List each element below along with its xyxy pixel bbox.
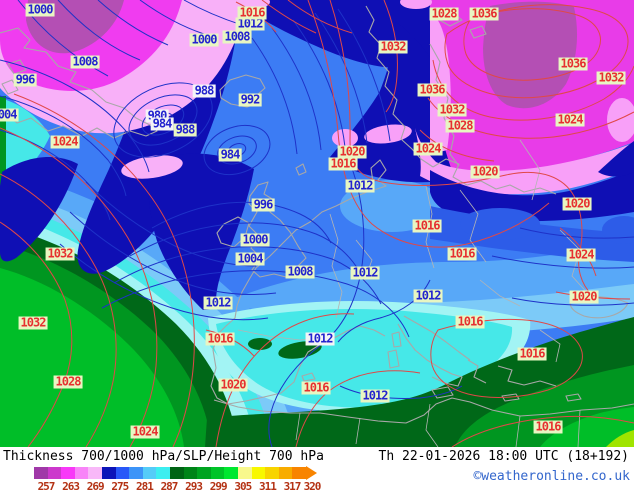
isobar-label-1032: 1032 (596, 70, 626, 85)
scale-tick-275: 275 (111, 480, 129, 490)
isobar-label-984: 984 (218, 147, 242, 162)
scale-tick-281: 281 (135, 480, 154, 490)
isobar-label-1012: 1012 (350, 265, 380, 280)
isobar-label-1016: 1016 (455, 314, 485, 329)
isobar-label-1036: 1036 (558, 56, 588, 71)
isobar-label-1016: 1016 (447, 246, 477, 261)
scale-tick-317: 317 (283, 480, 302, 490)
isobar-label-1012: 1012 (305, 331, 335, 346)
isobar-label-layer: 1000101210081000100899610049889929809849… (0, 2, 626, 439)
isobar-label-1020: 1020 (218, 377, 248, 392)
color-scale-cell (183, 467, 198, 479)
scale-tick-299: 299 (209, 480, 228, 490)
legend-bar: Thickness 700/1000 hPa/SLP/Height 700 hP… (0, 447, 634, 490)
isobar-label-1024: 1024 (566, 247, 596, 262)
isobar-label-1012: 1012 (345, 178, 375, 193)
copyright-link[interactable]: ©weatheronline.co.uk (473, 469, 630, 484)
valid-datetime: Th 22-01-2026 18:00 UTC (18+192) (378, 449, 629, 464)
border-layer (237, 139, 591, 447)
isobar-label-1004: 1004 (235, 251, 265, 266)
isobar-label-1032: 1032 (437, 102, 467, 117)
isobar-label-988: 988 (192, 83, 216, 98)
isobar-label-1032: 1032 (45, 246, 75, 261)
color-scale-cell (34, 467, 48, 479)
isobar-label-1008: 1008 (222, 29, 252, 44)
isobar-label-1020: 1020 (470, 164, 500, 179)
isobar-label-1028: 1028 (429, 6, 459, 21)
color-scale-cell (169, 467, 184, 479)
scale-tick-293: 293 (185, 480, 203, 490)
color-scale-cell (61, 467, 75, 479)
color-scale-cell (210, 467, 225, 479)
legend-title: Thickness 700/1000 hPa/SLP/Height 700 hP… (3, 449, 324, 464)
scale-tick-263: 263 (62, 480, 80, 490)
scale-tick-305: 305 (234, 480, 252, 490)
color-scale-ticks: 257 263 269 275 281 287 293 299 305 311 317 320 (34, 480, 334, 490)
color-scale-cell (115, 467, 130, 479)
isobar-label-1028: 1028 (445, 118, 475, 133)
isobar-red-layer (0, 0, 634, 447)
isobar-label-1020: 1020 (337, 144, 367, 159)
color-scale-cell (156, 467, 170, 479)
scale-tick-320: 320 (303, 480, 322, 490)
color-scale-cell (129, 467, 143, 479)
color-scale-cell (88, 467, 102, 479)
color-scale-cell (251, 467, 266, 479)
isobar-label-996: 996 (13, 72, 37, 87)
color-scale-cell (74, 467, 89, 479)
isobar-label-1024: 1024 (50, 134, 80, 149)
isobar-label-1016: 1016 (517, 346, 547, 361)
isobar-label-1000: 1000 (25, 2, 55, 17)
isobar-label-1024: 1024 (413, 141, 443, 156)
color-scale-cells (34, 467, 306, 479)
isobar-label-1016: 1016 (237, 5, 267, 20)
isobar-label-1000: 1000 (189, 32, 219, 47)
scale-tick-287: 287 (160, 480, 179, 490)
isobar-label-984: 984 (150, 116, 174, 131)
color-scale-cell (101, 467, 116, 479)
color-scale-cell (142, 467, 157, 479)
isobar-label-1008: 1008 (285, 264, 315, 279)
scale-tick-311: 311 (258, 480, 277, 490)
isobar-label-1016: 1016 (205, 331, 235, 346)
weather-map: 1000101210081000100899610049889929809849… (0, 0, 634, 447)
isobar-label-1024: 1024 (130, 424, 160, 439)
color-scale-cell (278, 467, 293, 479)
isobar-label-1020: 1020 (562, 196, 592, 211)
isobar-label-1016: 1016 (412, 218, 442, 233)
color-scale-cell (237, 467, 252, 479)
isobar-label-996: 996 (251, 197, 275, 212)
color-scale-cell (197, 467, 211, 479)
isobar-label-992: 992 (238, 92, 262, 107)
isobar-label-1020: 1020 (569, 289, 599, 304)
isobar-label-1000: 1000 (240, 232, 270, 247)
isobar-label-1016: 1016 (533, 419, 563, 434)
color-scale-arrow-icon (306, 466, 317, 480)
isobar-label-988: 988 (173, 122, 197, 137)
color-scale-cell (265, 467, 279, 479)
isobar-label-1008: 1008 (70, 54, 100, 69)
isobar-label-1036: 1036 (469, 6, 499, 21)
color-scale-cell (292, 467, 306, 479)
thickness-color-scale: 257 263 269 275 281 287 293 299 305 311 317 320 (34, 466, 334, 490)
isobar-label-1028: 1028 (53, 374, 83, 389)
isobar-label-1012: 1012 (413, 288, 443, 303)
isobar-label-1012: 1012 (203, 295, 233, 310)
color-scale-cell (47, 467, 62, 479)
scale-tick-257: 257 (37, 480, 56, 490)
color-scale-cell (224, 467, 238, 479)
isobar-label-1016: 1016 (301, 380, 331, 395)
isobar-label-1032: 1032 (378, 39, 408, 54)
isobar-label-1016: 1016 (328, 156, 358, 171)
isobar-label-1012: 1012 (235, 16, 265, 31)
isobar-label-1032: 1032 (18, 315, 48, 330)
isobar-label-1036: 1036 (417, 82, 447, 97)
isobar-label-1024: 1024 (555, 112, 585, 127)
scale-tick-269: 269 (86, 480, 105, 490)
isobar-label-1012: 1012 (360, 388, 390, 403)
isobar-label-1004: 1004 (0, 108, 19, 122)
